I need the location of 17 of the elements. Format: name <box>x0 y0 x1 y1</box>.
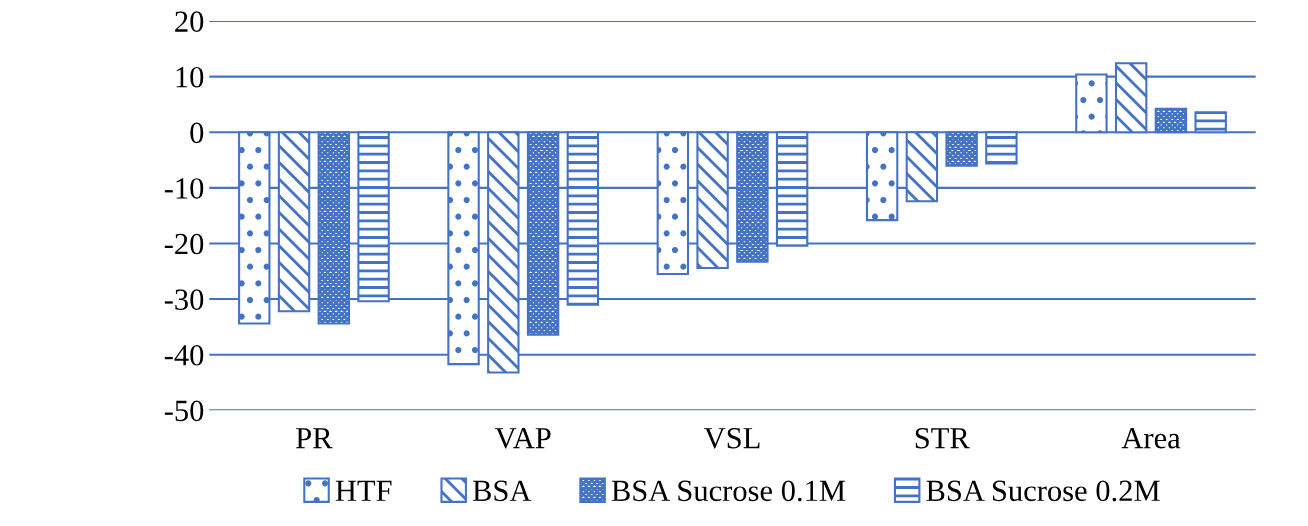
x-tick-label: Area <box>1121 427 1181 449</box>
y-tick-label: -40 <box>164 344 204 366</box>
y-tick-label: -30 <box>164 289 204 310</box>
x-tick-label: STR <box>915 427 970 449</box>
y-tick-label: -50 <box>164 400 204 422</box>
legend-label: BSA <box>472 480 532 502</box>
x-tick-label: VSL <box>703 427 760 449</box>
y-tick-label: 10 <box>176 66 204 88</box>
legend-label: BSA Sucrose 0.1M <box>611 480 846 502</box>
y-tick-label: 20 <box>175 11 204 32</box>
y-tick-label: 0 <box>190 122 204 144</box>
x-tick-label: PR <box>296 428 333 449</box>
y-tick-label: -10 <box>164 178 204 199</box>
x-tick-label: VAP <box>494 427 551 449</box>
y-tick-label: -20 <box>164 233 204 255</box>
legend-label: HTF <box>335 480 392 501</box>
legend-label: BSA Sucrose 0.2M <box>926 480 1160 502</box>
